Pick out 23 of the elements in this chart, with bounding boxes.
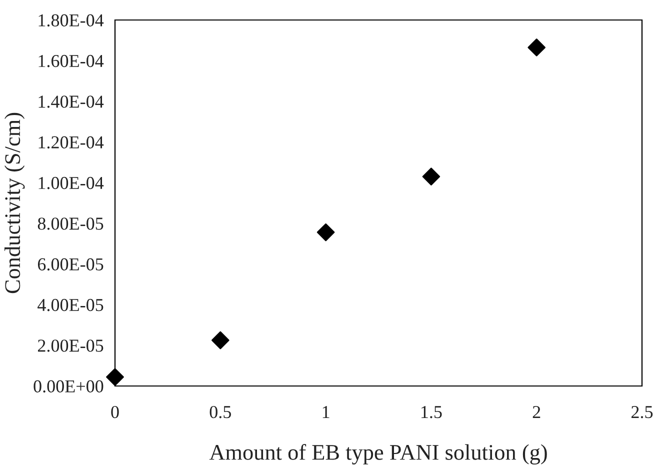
y-axis-title: Conductivity (S/cm) (4, 112, 25, 294)
x-tick-label: 1 (322, 406, 330, 418)
x-tick-label: 2.5 (632, 406, 653, 418)
y-tick-label: 1.80E-04 (38, 14, 104, 27)
x-tick-label: 0 (111, 406, 119, 418)
point (211, 331, 230, 350)
x-tick-label: 2 (532, 406, 540, 418)
x-tick-label: 1.5 (422, 406, 442, 418)
point (528, 38, 546, 56)
y-tick-label: 6.00E-05 (38, 258, 104, 271)
point (316, 223, 335, 242)
point (106, 368, 124, 386)
y-tick-label: 1.00E-04 (38, 176, 104, 190)
y-tick-label: 8.00E-05 (38, 218, 104, 230)
y-tick-label: 2.00E-05 (38, 340, 104, 352)
x-axis-title: Amount of EB type PANI solution (g) (209, 444, 547, 464)
x-tick-label: 0.5 (210, 406, 231, 418)
point (422, 168, 440, 186)
y-tick-label: 1.60E-04 (38, 54, 104, 68)
y-tick-label: 1.20E-04 (38, 136, 104, 149)
y-tick-label: 1.40E-04 (38, 96, 104, 108)
y-tick-label: 4.00E-05 (38, 298, 104, 312)
y-tick-label: 0.00E+00 (34, 380, 104, 393)
